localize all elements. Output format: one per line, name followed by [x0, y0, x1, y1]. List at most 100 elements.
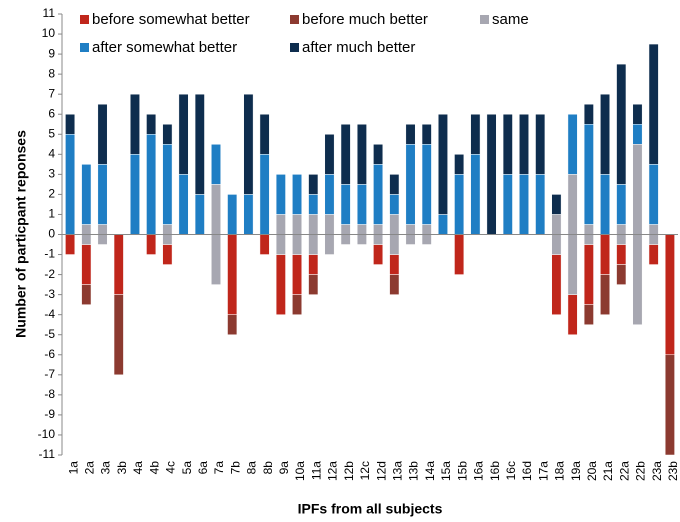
bar-segment	[129, 154, 140, 235]
y-tick-label: 7	[48, 86, 55, 100]
bar-segment	[227, 314, 238, 335]
legend-swatch	[290, 15, 299, 24]
bar-segment	[535, 113, 546, 175]
bar-segment	[567, 113, 578, 175]
bar-segment	[178, 93, 189, 175]
x-tick-label: 12d	[374, 461, 388, 481]
y-tick-label: 6	[48, 106, 55, 120]
x-tick-label: 23b	[666, 461, 680, 481]
x-tick-label: 19a	[569, 461, 583, 481]
bar-segment	[616, 184, 627, 225]
bar-segment	[486, 113, 497, 235]
bar-segment	[373, 164, 384, 225]
x-tick-label: 14a	[423, 461, 437, 481]
x-tick-label: 3a	[99, 461, 113, 475]
y-tick-label: -10	[38, 427, 56, 441]
bar-segment	[648, 43, 659, 165]
x-tick-label: 16c	[504, 461, 518, 480]
x-tick-label: 4c	[164, 461, 178, 474]
x-tick-label: 12a	[326, 461, 340, 481]
x-tick-label: 4a	[131, 461, 145, 475]
x-tick-label: 7b	[228, 461, 242, 475]
y-tick-label: -7	[44, 367, 55, 381]
x-tick-label: 3b	[115, 461, 129, 475]
bar-segment	[243, 194, 254, 235]
bar-segment	[583, 244, 594, 305]
x-tick-label: 12b	[342, 461, 356, 481]
bar-segment	[211, 144, 221, 185]
y-tick-label: -2	[44, 267, 55, 281]
x-tick-label: 16b	[488, 461, 502, 481]
y-tick-label: 3	[48, 167, 55, 181]
bar-segment	[113, 294, 124, 376]
x-tick-label: 6a	[196, 461, 210, 475]
bar-segment	[356, 184, 367, 225]
bar-segment	[275, 254, 286, 315]
bar-segment	[324, 174, 335, 215]
y-tick-label: -6	[44, 347, 55, 361]
x-tick-label: 18a	[553, 461, 567, 481]
bar-segment	[632, 124, 643, 145]
y-tick-label: 8	[48, 66, 55, 80]
x-tick-label: 7a	[212, 461, 226, 475]
bar-segment	[454, 234, 465, 275]
bar-segment	[65, 134, 76, 235]
y-tick-label: -9	[44, 407, 55, 421]
bar-segment	[437, 214, 448, 235]
bar-segment	[470, 154, 481, 235]
bar-segment	[308, 274, 319, 295]
bar-segment	[600, 93, 611, 175]
y-tick-label: 4	[48, 146, 55, 160]
bar-segment	[600, 174, 611, 235]
x-tick-label: 4b	[147, 461, 161, 475]
bar-segment	[308, 254, 319, 275]
bar-segment	[389, 174, 400, 195]
bar-segment	[227, 194, 238, 235]
x-tick-label: 15b	[455, 461, 469, 481]
bar-segment	[162, 244, 173, 265]
bar-segment	[356, 124, 367, 185]
y-tick-label: 9	[48, 46, 55, 60]
bar-segment	[389, 194, 400, 215]
bar-segment	[227, 234, 238, 315]
bar-segment	[81, 284, 92, 305]
bar-segment	[616, 63, 627, 185]
bar-segment	[194, 194, 205, 235]
x-tick-label: 1a	[66, 461, 80, 475]
x-tick-label: 8a	[245, 461, 259, 475]
bar-segment	[162, 124, 173, 145]
bar-segment	[243, 93, 254, 195]
y-tick-label: -4	[44, 307, 55, 321]
bar-segment	[405, 144, 416, 225]
bar-segment	[519, 174, 529, 235]
bar-segment	[292, 294, 303, 315]
bar-segment	[275, 174, 286, 215]
bar-segment	[340, 124, 351, 185]
bar-segment	[146, 113, 157, 135]
y-tick-label: 11	[43, 6, 56, 20]
bar-segment	[600, 234, 611, 275]
y-axis-title: Number of particpant reponses	[13, 130, 29, 338]
y-tick-label: -8	[44, 387, 55, 401]
bar-segment	[324, 134, 335, 175]
bar-segment	[632, 103, 643, 125]
bar-segment	[616, 244, 627, 265]
legend-text: before much better	[302, 11, 428, 28]
bar-segment	[97, 103, 108, 165]
bar-segment	[81, 244, 92, 285]
bar-segment	[648, 164, 659, 225]
x-tick-label: 5a	[180, 461, 194, 475]
x-tick-label: 12c	[358, 461, 372, 480]
x-tick-label: 21a	[601, 461, 615, 481]
bar-segment	[519, 113, 529, 175]
bar-segment	[454, 174, 465, 235]
bar-segment	[129, 93, 140, 155]
bar-segment	[664, 234, 675, 356]
y-tick-label: -5	[44, 327, 55, 341]
bar-segment	[405, 124, 416, 145]
bar-segment	[502, 113, 513, 175]
bar-segment	[535, 174, 546, 235]
legend-swatch	[80, 15, 89, 24]
legend-text: after somewhat better	[92, 39, 237, 56]
